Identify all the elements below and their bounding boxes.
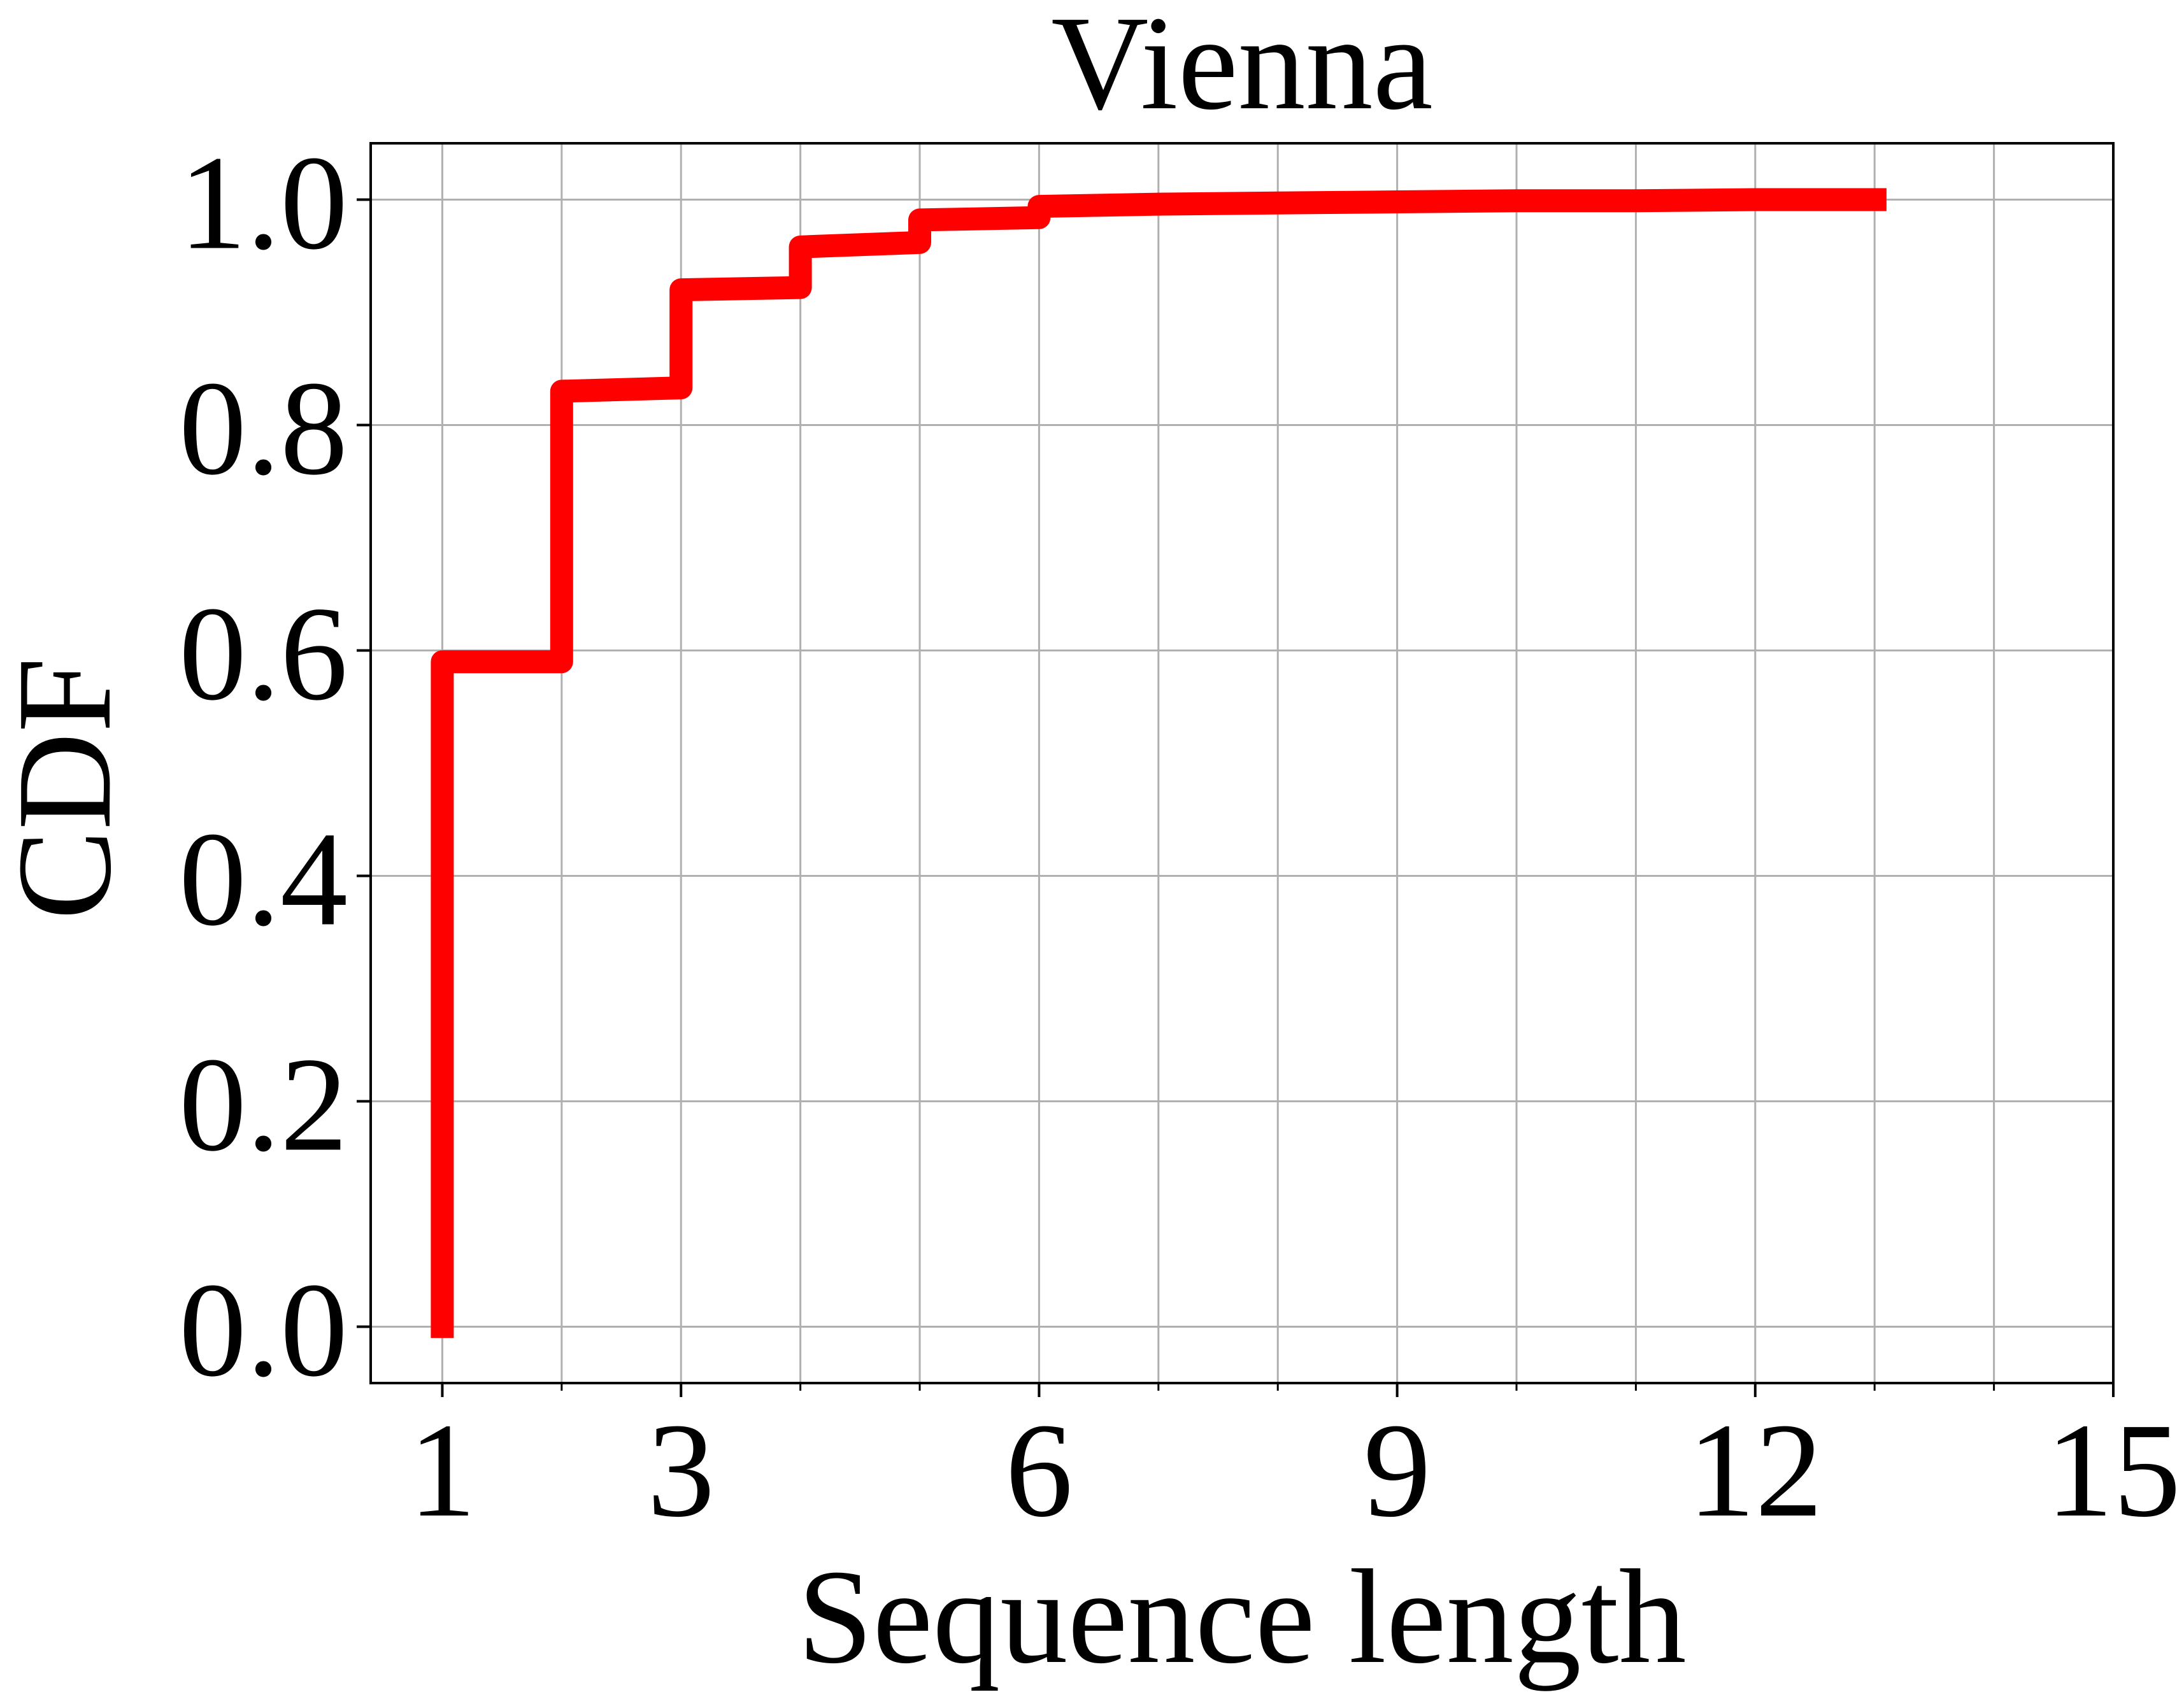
x-tick-label: 3	[647, 1395, 715, 1545]
y-tick-label: 0.6	[179, 579, 348, 728]
x-tick-label: 15	[2046, 1395, 2181, 1545]
chart-title: Vienna	[1051, 0, 1432, 138]
x-axis-label: Sequence length	[797, 1542, 1686, 1691]
series-layer	[431, 188, 1887, 1338]
tick-labels: 1 3 6 9 12 15 0.0 0.2 0.4 0.6 0.8 1.0	[179, 128, 2181, 1545]
cdf-series-line	[431, 188, 1887, 1338]
x-tick-label: 9	[1364, 1395, 1431, 1545]
y-tick-label: 0.2	[179, 1030, 348, 1179]
y-tick-label: 0.8	[179, 353, 348, 503]
y-axis-label: CDF	[0, 657, 139, 919]
grid	[371, 143, 2113, 1383]
x-tick-label: 1	[408, 1395, 476, 1545]
y-tick-label: 0.4	[179, 804, 348, 954]
plot-frame	[369, 142, 2115, 1384]
x-tick-label: 6	[1005, 1395, 1073, 1545]
x-tick-label: 12	[1688, 1395, 1823, 1545]
y-tick-label: 0.0	[179, 1255, 348, 1405]
ticks	[357, 198, 2115, 1397]
y-tick-label: 1.0	[179, 128, 348, 278]
